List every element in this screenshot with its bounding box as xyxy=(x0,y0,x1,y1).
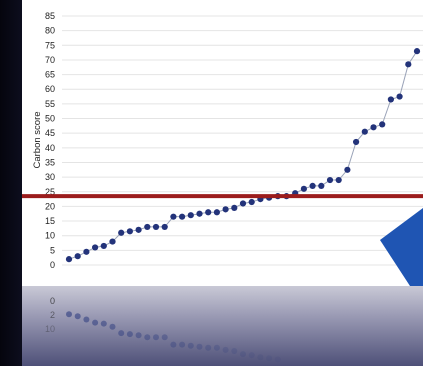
data-point xyxy=(92,244,99,251)
data-point xyxy=(387,96,394,103)
y-axis-label: Carbon score xyxy=(32,111,43,168)
y-tick-label: 50 xyxy=(45,114,55,124)
data-point xyxy=(152,223,160,231)
data-point xyxy=(161,223,168,231)
data-point xyxy=(187,212,194,219)
reflection-point xyxy=(66,311,72,318)
reflection-tick-label: 0 xyxy=(50,296,55,306)
grid-lines xyxy=(62,15,423,266)
data-point xyxy=(135,226,142,233)
data-point xyxy=(179,213,186,220)
reflection-point xyxy=(248,352,255,359)
data-point xyxy=(379,121,386,128)
reflection-point xyxy=(126,331,133,338)
data-point xyxy=(170,213,177,220)
y-tick-label: 65 xyxy=(45,70,55,80)
reflection-point xyxy=(205,344,212,351)
data-point xyxy=(83,248,90,255)
y-tick-label: 15 xyxy=(45,216,55,226)
y-tick-label: 0 xyxy=(50,260,55,270)
reflection-point xyxy=(179,341,186,348)
reflection-point xyxy=(161,334,168,341)
data-point xyxy=(239,200,247,207)
reflection-point xyxy=(92,319,99,326)
y-tick-label: 40 xyxy=(45,143,55,153)
y-tick-label: 10 xyxy=(45,231,55,241)
data-point xyxy=(205,209,212,216)
y-tick-label: 35 xyxy=(45,157,55,167)
reflection-point xyxy=(187,342,194,349)
y-tick-label: 25 xyxy=(45,187,55,197)
y-tick-label: 5 xyxy=(50,245,55,255)
reflection-point xyxy=(144,334,151,341)
data-point xyxy=(213,209,220,216)
data-points xyxy=(65,48,421,263)
data-point xyxy=(118,229,125,236)
data-point xyxy=(335,176,342,184)
reflection-point xyxy=(231,347,238,354)
data-point xyxy=(144,223,151,231)
data-point xyxy=(413,48,421,55)
data-point xyxy=(65,256,73,263)
data-point xyxy=(405,61,412,68)
data-point xyxy=(248,198,255,206)
reflection-point xyxy=(213,344,220,351)
data-point xyxy=(309,182,316,190)
reflection-point xyxy=(109,323,116,330)
data-point xyxy=(196,210,203,217)
y-tick-labels: 0 5 10 15 20 25 30 35 40 45 50 55 60 65 70 75 80 85 xyxy=(45,11,55,270)
y-tick-label: 70 xyxy=(45,55,55,65)
y-tick-label: 80 xyxy=(45,26,55,36)
data-point xyxy=(326,176,334,184)
data-point xyxy=(344,166,351,173)
data-point xyxy=(109,238,116,245)
reflection-point xyxy=(153,334,159,341)
reflection-marks: 0 2 10 xyxy=(45,296,281,363)
data-point xyxy=(396,93,403,100)
y-tick-label: 85 xyxy=(45,11,55,21)
y-tick-label: 30 xyxy=(45,172,55,182)
y-tick-label: 20 xyxy=(45,201,55,211)
reflection-point xyxy=(170,341,177,348)
reflection-point xyxy=(135,332,142,339)
reflection-tick-label: 2 xyxy=(50,310,55,320)
data-point xyxy=(370,124,377,131)
reflection-point xyxy=(274,356,281,363)
reflection-point xyxy=(240,351,246,358)
y-tick-label: 60 xyxy=(45,84,55,94)
reflection-point xyxy=(118,330,125,337)
reflection-point xyxy=(222,346,229,353)
reflection-point xyxy=(100,320,107,327)
data-point xyxy=(353,138,360,146)
data-point xyxy=(231,204,238,211)
reflection-point xyxy=(83,316,90,323)
arrow-icon xyxy=(380,208,423,286)
reflection-point xyxy=(266,355,273,362)
data-point xyxy=(126,228,133,235)
data-point xyxy=(361,128,368,135)
reflection-point xyxy=(257,354,264,361)
reflection-point xyxy=(74,313,81,320)
y-tick-label: 75 xyxy=(45,40,55,50)
chart-reflection xyxy=(22,286,423,366)
data-point xyxy=(318,182,325,190)
y-tick-label: 45 xyxy=(45,128,55,138)
data-point xyxy=(222,206,229,213)
data-point xyxy=(100,242,107,250)
reflection-tick-label: 10 xyxy=(45,324,55,334)
series-line xyxy=(68,50,418,260)
reflection-point xyxy=(196,343,203,350)
y-tick-label: 55 xyxy=(45,99,55,109)
data-point xyxy=(300,185,307,192)
data-point xyxy=(74,253,81,260)
